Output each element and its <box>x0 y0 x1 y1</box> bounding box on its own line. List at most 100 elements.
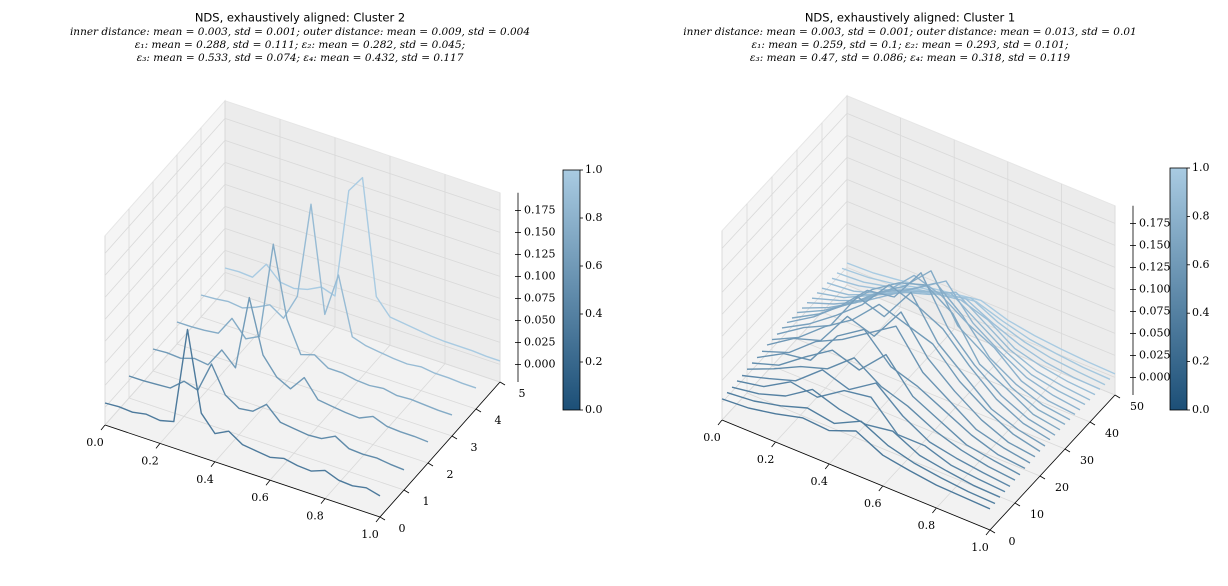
z-grid-line <box>104 184 226 320</box>
x-tick <box>932 507 937 514</box>
spectrum-line <box>176 243 453 416</box>
z-grid-line <box>846 157 1116 268</box>
z-grid-line <box>846 201 1116 312</box>
y-tick-label: 20 <box>1055 481 1069 494</box>
z-tick-label: 0.000 <box>524 357 556 370</box>
spectrum-line <box>751 349 1021 476</box>
z-grid-line <box>224 162 501 255</box>
x-tick <box>100 424 106 431</box>
y-axis <box>379 381 501 518</box>
y-tick <box>427 462 434 467</box>
z-tick-label: 0.150 <box>524 225 556 238</box>
colorbar-tick-label: 1.0 <box>585 163 603 176</box>
y-tick-label: 4 <box>495 414 502 427</box>
spectrum-line <box>821 287 1091 401</box>
z-grid-line <box>721 245 848 381</box>
x-tick-label: 0.2 <box>757 453 775 466</box>
spectrum-line <box>826 282 1096 396</box>
colorbar-tick-label: 0.4 <box>1192 306 1210 319</box>
z-grid-line <box>721 157 848 293</box>
spectrum-line <box>766 311 1036 458</box>
spectrum-line <box>736 380 1006 493</box>
y-tick-label: 10 <box>1030 508 1044 521</box>
z-tick-label: 0.125 <box>524 247 556 260</box>
y-tick <box>1089 421 1096 426</box>
y-tick <box>451 435 458 440</box>
y-grid-line <box>771 365 1041 477</box>
z-grid-line <box>224 184 501 277</box>
spectrum-line <box>128 363 405 471</box>
x-tick <box>265 479 271 486</box>
spectrum-line <box>781 284 1051 441</box>
z-grid-line <box>104 206 226 342</box>
z-grid-line <box>224 272 501 365</box>
spectrum-line <box>746 357 1016 481</box>
colorbar-tick-label: 0.6 <box>585 259 603 272</box>
y-tick <box>475 408 482 413</box>
subplot: NDS, exhaustively aligned: Cluster 1inne… <box>683 11 1209 555</box>
spectrum-line <box>836 272 1106 386</box>
z-grid-line <box>721 223 848 359</box>
subtitle-line: inner distance: mean = 0.003, std = 0.00… <box>683 26 1136 38</box>
y-axis <box>989 394 1116 531</box>
z-tick-label: 0.025 <box>524 335 556 348</box>
x-tick-label: 1.0 <box>361 528 379 541</box>
y-tick-label: 1 <box>423 495 430 508</box>
y-tick-label: 3 <box>471 441 478 454</box>
y-tick-label: 40 <box>1105 427 1119 440</box>
x-tick <box>155 443 161 449</box>
z-grid-line <box>721 135 848 271</box>
spectrum-line <box>721 398 991 510</box>
z-tick-label: 0.175 <box>1139 216 1171 229</box>
spectrum-line <box>731 386 1001 498</box>
spectrum-line <box>741 369 1011 488</box>
colorbar-tick-label: 1.0 <box>1192 161 1210 174</box>
x-tick-label: 0.0 <box>703 431 721 444</box>
x-tick <box>717 419 723 426</box>
z-grid-line <box>721 113 848 249</box>
x-grid-line <box>214 326 336 463</box>
z-tick-label: 0.000 <box>1139 370 1171 383</box>
x-tick-label: 0.4 <box>196 473 214 486</box>
subtitle-line: ε₁: mean = 0.259, std = 0.1; ε₂: mean = … <box>751 39 1068 51</box>
z-grid-line <box>846 179 1116 290</box>
colorbar-tick-label: 0.8 <box>1192 209 1210 222</box>
x-grid-line <box>269 344 391 481</box>
y-tick-label: 5 <box>519 387 526 400</box>
subtitle-line: ε₃: mean = 0.47, std = 0.086; ε₄: mean =… <box>750 52 1070 64</box>
y-tick-label: 2 <box>447 468 454 481</box>
z-grid-line <box>721 179 848 315</box>
x-tick <box>771 441 776 448</box>
x-tick-label: 0.2 <box>141 454 159 467</box>
spectrum-line <box>771 303 1041 452</box>
z-grid-line <box>224 140 501 233</box>
y-tick <box>379 516 386 521</box>
x-tick <box>878 485 884 492</box>
colorbar-tick-label: 0.2 <box>585 355 603 368</box>
subplot-title: NDS, exhaustively aligned: Cluster 2 <box>195 11 405 25</box>
colorbar-tick-label: 0.0 <box>585 403 603 416</box>
z-tick-label: 0.050 <box>1139 326 1171 339</box>
x-axis <box>721 419 991 531</box>
spectrum-line <box>104 328 381 497</box>
y-tick <box>1039 475 1046 480</box>
spectrum-line <box>841 267 1111 380</box>
x-grid-line <box>882 350 1009 487</box>
z-grid-line <box>224 250 501 343</box>
y-grid-line <box>200 316 477 410</box>
spectrum-line <box>846 262 1116 375</box>
z-grid-line <box>846 267 1116 378</box>
z-tick-label: 0.050 <box>524 313 556 326</box>
x-tick-label: 0.6 <box>864 497 882 510</box>
z-tick-label: 0.175 <box>524 203 556 216</box>
x-grid-line <box>324 363 446 499</box>
x-tick <box>210 461 216 468</box>
spectrum-line <box>726 391 996 505</box>
z-grid-line <box>224 228 501 321</box>
x-tick-label: 0.8 <box>918 519 936 532</box>
z-tick-label: 0.075 <box>524 291 556 304</box>
y-tick-label: 0 <box>399 522 406 535</box>
x-tick-label: 0.8 <box>306 510 324 523</box>
spectrum-line <box>224 176 501 362</box>
y-tick <box>1114 394 1121 399</box>
